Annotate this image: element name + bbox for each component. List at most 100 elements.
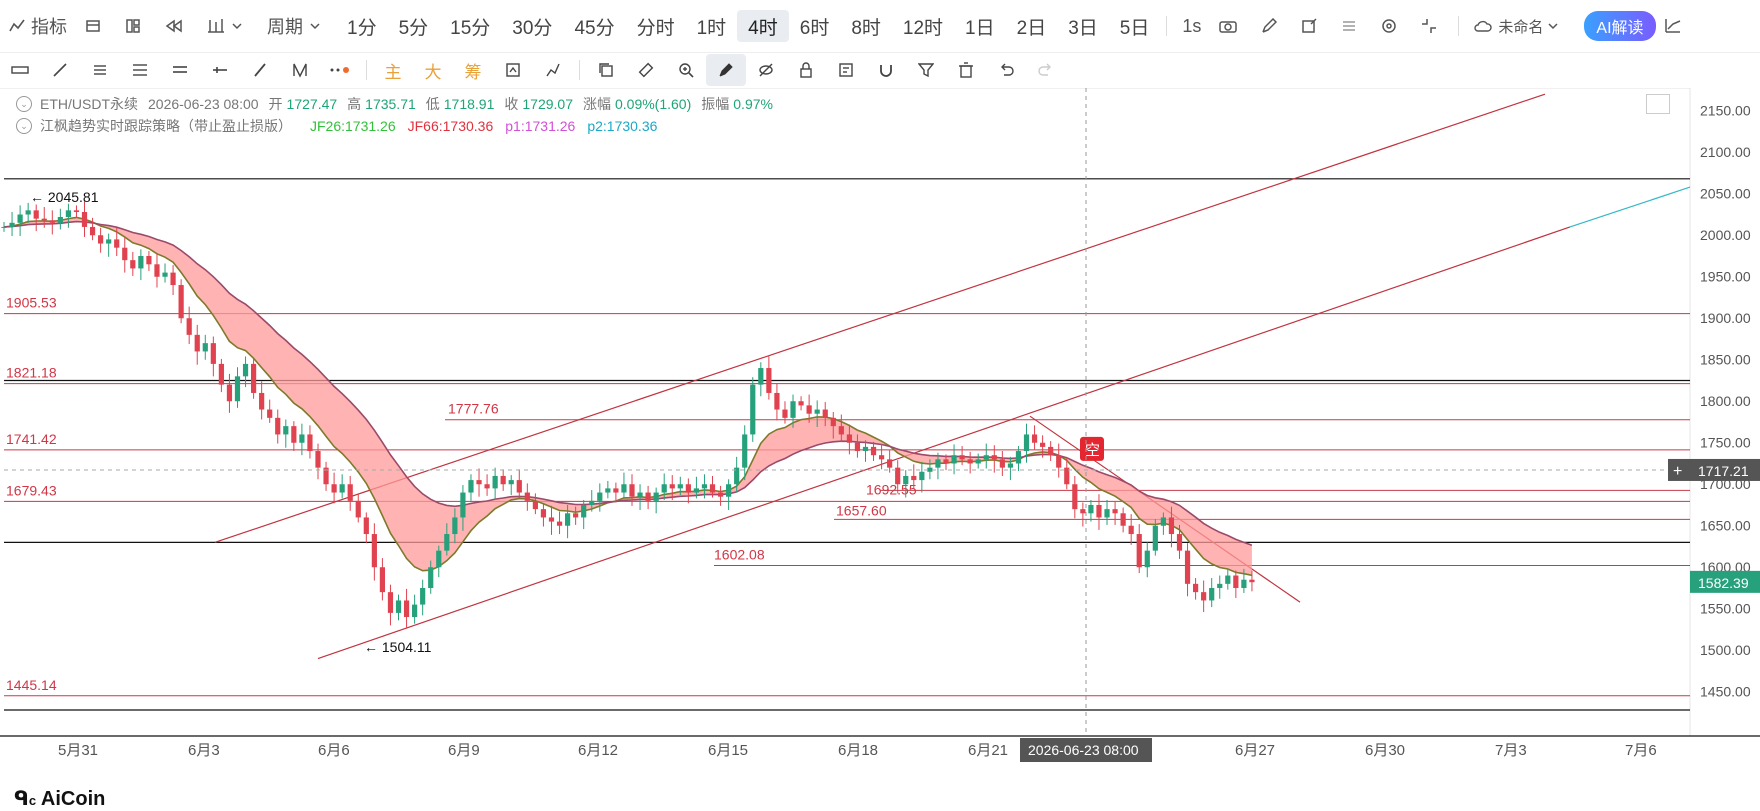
candle-body xyxy=(750,384,756,435)
lock-icon xyxy=(800,62,812,78)
candle-body xyxy=(1217,583,1223,588)
lock-tool[interactable] xyxy=(786,54,826,86)
chart-area[interactable]: 2150.00 2100.00 2050.00 2000.00 1950.00 1900.… xyxy=(0,88,1760,810)
signal-tool[interactable] xyxy=(533,54,573,86)
legend-datetime: 2026-06-23 08:00 xyxy=(148,96,259,112)
amplitude-value: 0.97% xyxy=(733,96,773,112)
settings-button[interactable] xyxy=(1372,10,1412,42)
indicator-button[interactable]: 指标 xyxy=(0,10,76,42)
timeframe-0[interactable]: 1分 xyxy=(347,17,377,39)
ai-interpret-button[interactable]: AI解读 xyxy=(1584,11,1656,41)
big-order-toggle[interactable]: 大 xyxy=(424,62,442,82)
ray-tool[interactable] xyxy=(200,54,240,86)
candle-body xyxy=(371,534,377,568)
collapse-button[interactable] xyxy=(1412,10,1452,42)
filter-tool[interactable] xyxy=(906,54,946,86)
ruler-tool[interactable] xyxy=(0,54,40,86)
replay-button[interactable] xyxy=(156,10,198,42)
candle-body xyxy=(17,214,23,223)
trend-line-lower xyxy=(317,226,1571,660)
list-button[interactable] xyxy=(1332,10,1372,42)
trend-button[interactable] xyxy=(1656,10,1696,42)
candle-body xyxy=(653,492,659,501)
timeframe-2[interactable]: 15分 xyxy=(450,17,491,39)
draw-mode-tool[interactable] xyxy=(706,54,746,86)
main-chart-toggle[interactable]: 主 xyxy=(384,62,402,82)
level-label: 1679.43 xyxy=(6,482,57,498)
timeframe-6[interactable]: 1时 xyxy=(696,17,727,39)
hline-tool[interactable] xyxy=(160,54,200,86)
timeframe-12[interactable]: 2日 xyxy=(1016,17,1047,39)
template-button[interactable] xyxy=(76,10,116,42)
pattern-tool[interactable] xyxy=(280,54,320,86)
candle-body xyxy=(573,513,579,518)
time-tick-label: 6月12 xyxy=(578,742,618,759)
measure-tool[interactable] xyxy=(626,54,666,86)
candle-body xyxy=(403,600,410,618)
unnamed-label: 未命名 xyxy=(1498,18,1544,36)
line-tool[interactable] xyxy=(40,54,80,86)
chevron-down-icon xyxy=(310,23,320,30)
cloud-save-dropdown[interactable]: 未命名 xyxy=(1465,10,1574,42)
magnet-tool[interactable] xyxy=(866,54,906,86)
timeframe-3[interactable]: 30分 xyxy=(512,17,553,39)
level-label: 1777.76 xyxy=(448,401,499,417)
timeframe-13[interactable]: 3日 xyxy=(1068,17,1098,39)
timeframe-7[interactable]: 4时 xyxy=(737,10,789,42)
high-marker: ← 2045.81 xyxy=(30,189,99,205)
timeframe-9[interactable]: 8时 xyxy=(851,17,881,39)
candle-body xyxy=(629,484,635,497)
candle-body xyxy=(878,455,885,460)
top-toolbar: 指标 周期 1分 5分 15分 30分 45分 分时 1时 4时 6时 8时 12时 1日 2日 3日 5日… xyxy=(0,0,1760,53)
pattern-icon xyxy=(293,63,307,78)
chevron-down-icon xyxy=(1548,23,1558,30)
timeframe-1[interactable]: 5分 xyxy=(398,17,429,39)
crosshair-date-box xyxy=(1020,738,1152,762)
last-price-box xyxy=(1690,570,1760,593)
timeframe-10[interactable]: 12时 xyxy=(902,17,944,39)
candle-body xyxy=(862,446,869,452)
timeframe-8[interactable]: 6时 xyxy=(799,17,830,39)
price-chart[interactable]: 2150.00 2100.00 2050.00 2000.00 1950.00 1900.… xyxy=(0,88,1760,766)
pen-button[interactable] xyxy=(1252,10,1292,42)
candle-body xyxy=(790,401,796,418)
delete-tool[interactable] xyxy=(946,54,986,86)
candle-body xyxy=(1015,451,1022,464)
candle-body xyxy=(500,475,506,485)
crosshair-date: 2026-06-23 08:00 xyxy=(1028,742,1139,758)
chip-toggle[interactable]: 筹 xyxy=(464,62,482,82)
fullscreen-icon[interactable] xyxy=(1646,94,1670,114)
chart-type-button[interactable] xyxy=(198,10,258,42)
zoom-tool[interactable] xyxy=(666,54,706,86)
hide-tool[interactable] xyxy=(746,54,786,86)
copy-tool[interactable] xyxy=(586,54,626,86)
sync-tool[interactable] xyxy=(493,54,533,86)
candle-body xyxy=(194,334,200,352)
timeframe-14[interactable]: 5日 xyxy=(1119,17,1150,39)
redo-tool[interactable] xyxy=(1026,54,1066,86)
period-dropdown[interactable]: 周期 xyxy=(258,10,336,42)
brush-tool[interactable] xyxy=(240,54,280,86)
candle-body xyxy=(1007,463,1014,468)
timeframe-4[interactable]: 45分 xyxy=(574,17,615,39)
timeframe-5[interactable]: 分时 xyxy=(636,17,675,39)
more-tools[interactable] xyxy=(320,54,360,86)
camera-button[interactable] xyxy=(1210,10,1252,42)
fib-tool[interactable] xyxy=(120,54,160,86)
candle-body xyxy=(395,600,402,613)
candle-body xyxy=(114,239,120,248)
candle-body xyxy=(1249,579,1255,583)
export-button[interactable] xyxy=(1292,10,1332,42)
timeframe-11[interactable]: 1日 xyxy=(965,17,995,39)
layout-button[interactable] xyxy=(116,10,156,42)
fibonacci-icon xyxy=(133,64,147,76)
candle-body xyxy=(589,500,595,505)
note-tool[interactable] xyxy=(826,54,866,86)
collapse-legend-icon[interactable]: ⌄ xyxy=(16,96,32,112)
channel-tool[interactable] xyxy=(80,54,120,86)
collapse-legend-icon[interactable]: ⌄ xyxy=(16,118,32,134)
undo-tool[interactable] xyxy=(986,54,1026,86)
interval-1s-button[interactable]: 1s xyxy=(1182,15,1202,36)
candle-body xyxy=(524,492,530,501)
hide-icon xyxy=(759,63,773,77)
